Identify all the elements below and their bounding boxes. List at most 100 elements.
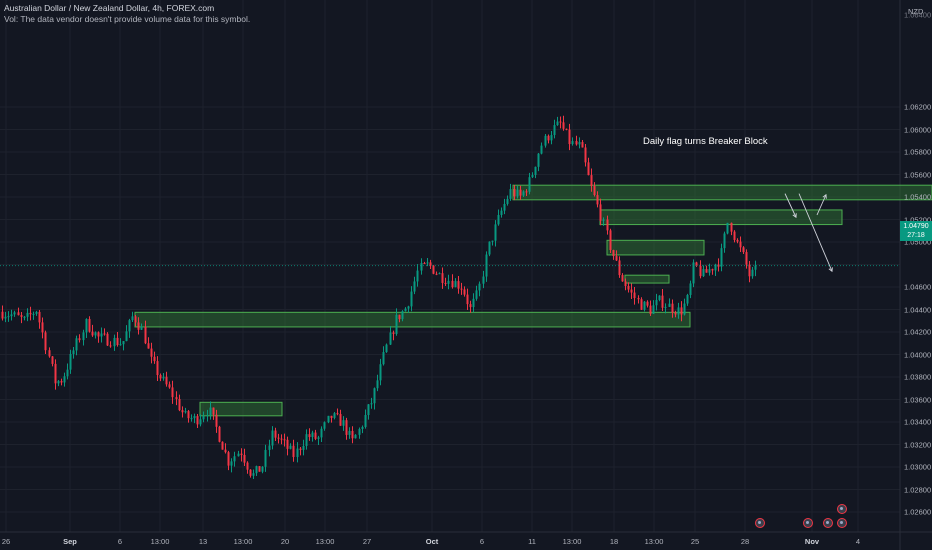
- candle-up: [252, 473, 255, 476]
- candle-up: [531, 174, 534, 178]
- economic-event-icon[interactable]: [803, 518, 813, 528]
- candle-up: [689, 283, 692, 295]
- candle-down: [88, 318, 91, 332]
- candle-up: [720, 248, 723, 267]
- economic-event-icon[interactable]: [837, 504, 847, 514]
- price-axis-label: 1.02600: [904, 507, 932, 517]
- candle-down: [38, 311, 41, 323]
- candle-down: [593, 186, 596, 196]
- candle-up: [23, 316, 26, 318]
- candle-down: [463, 289, 466, 295]
- candle-up: [410, 291, 413, 307]
- candle-up: [407, 306, 410, 309]
- candle-up: [658, 295, 661, 300]
- candle-down: [137, 322, 140, 330]
- candle-up: [544, 135, 547, 146]
- candle-down: [351, 430, 354, 439]
- candle-down: [17, 312, 20, 316]
- date-axis-label: 13: [198, 537, 208, 546]
- candle-down: [153, 356, 156, 362]
- candle-up: [376, 380, 379, 389]
- candle-up: [472, 298, 475, 308]
- candle-down: [215, 414, 218, 427]
- candle-down: [392, 332, 395, 334]
- candle-up: [361, 426, 364, 429]
- candle-down: [671, 303, 674, 313]
- annotation-text[interactable]: Daily flag turns Breaker Block: [643, 136, 768, 147]
- candle-down: [432, 265, 435, 274]
- candle-up: [233, 456, 236, 462]
- candle-up: [726, 222, 729, 234]
- candle-down: [168, 384, 171, 388]
- economic-event-icon[interactable]: [837, 518, 847, 528]
- candle-down: [444, 282, 447, 284]
- candle-down: [330, 415, 333, 418]
- candle-up: [534, 166, 537, 175]
- candle-down: [525, 191, 528, 193]
- candle-down: [280, 438, 283, 440]
- candle-down: [147, 343, 150, 349]
- candle-up: [10, 314, 13, 317]
- date-axis-label: 6: [479, 537, 485, 546]
- trend-arrow: [798, 193, 833, 272]
- candle-down: [599, 204, 602, 221]
- candle-up: [385, 344, 388, 353]
- candle-up: [140, 326, 143, 330]
- zone-rectangle: [134, 311, 691, 328]
- date-axis-label: Nov: [804, 537, 820, 546]
- economic-event-icon[interactable]: [755, 518, 765, 528]
- candle-down: [106, 333, 109, 346]
- candle-down: [736, 239, 739, 242]
- price-axis-label: 1.05000: [904, 237, 932, 247]
- candle-up: [438, 273, 441, 275]
- candle-down: [345, 420, 348, 435]
- price-axis-label: 1.05600: [904, 170, 932, 179]
- candle-down: [286, 439, 289, 449]
- candle-up: [237, 453, 240, 457]
- zone-rectangle: [599, 209, 843, 226]
- candle-down: [336, 413, 339, 415]
- candle-up: [119, 344, 122, 346]
- candle-down: [649, 305, 652, 314]
- currency-label[interactable]: NZD: [908, 7, 924, 16]
- candle-down: [308, 434, 311, 438]
- candle-down: [243, 454, 246, 463]
- candle-up: [550, 135, 553, 141]
- zone-rectangle: [624, 274, 670, 284]
- price-axis-label: 1.06000: [904, 125, 932, 134]
- candle-down: [44, 332, 47, 351]
- candle-down: [178, 398, 181, 411]
- candle-up: [75, 338, 78, 351]
- candle-up: [193, 416, 196, 419]
- candle-up: [556, 121, 559, 126]
- candle-down: [457, 281, 460, 289]
- candle-up: [66, 369, 69, 377]
- candle-down: [646, 301, 649, 306]
- price-axis-label: 1.05800: [904, 147, 932, 157]
- candle-up: [302, 445, 305, 450]
- economic-event-icon[interactable]: [823, 518, 833, 528]
- candle-down: [171, 387, 174, 398]
- candle-up: [184, 411, 187, 413]
- candle-down: [274, 430, 277, 438]
- candle-up: [296, 448, 299, 458]
- candle-up: [209, 407, 212, 416]
- price-axis-label: 1.04000: [904, 350, 932, 359]
- candle-up: [416, 270, 419, 282]
- price-axis-label: 1.06400: [904, 10, 932, 20]
- candle-down: [705, 269, 708, 273]
- candle-up: [692, 262, 695, 284]
- price-axis-label: 1.02800: [904, 485, 932, 494]
- candle-down: [745, 252, 748, 265]
- candle-up: [537, 153, 540, 167]
- candle-down: [469, 304, 472, 308]
- candle-up: [311, 432, 314, 438]
- candle-up: [668, 303, 671, 307]
- zone-rectangle: [512, 184, 932, 201]
- price-axis-label: 1.06200: [904, 102, 932, 112]
- candle-down: [54, 363, 57, 384]
- candle-up: [497, 214, 500, 225]
- candle-down: [60, 381, 63, 383]
- candle-up: [379, 364, 382, 381]
